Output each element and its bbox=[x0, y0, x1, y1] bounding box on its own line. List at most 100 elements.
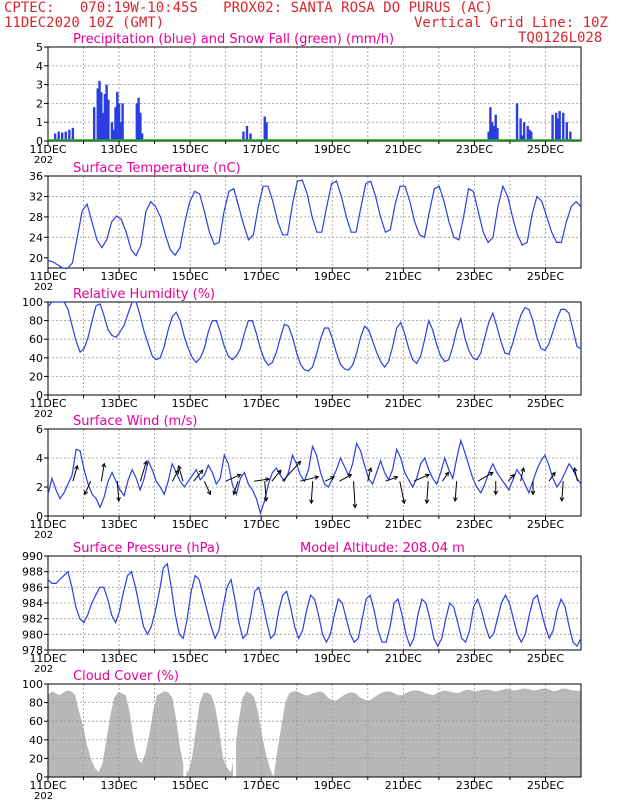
wind-vector bbox=[548, 472, 556, 482]
wind-vector-head bbox=[347, 474, 353, 479]
wind-vector-head bbox=[572, 466, 578, 472]
precip-bar bbox=[554, 112, 558, 141]
wind-vector-head bbox=[314, 475, 320, 480]
x-tick-label: 23DEC bbox=[456, 270, 493, 283]
wind-vector bbox=[254, 478, 270, 482]
wind-vector-head bbox=[116, 497, 121, 503]
model-altitude-label: Model Altitude: 208.04 m bbox=[300, 541, 465, 556]
wind-vector-head bbox=[206, 490, 212, 496]
precip-bar bbox=[112, 129, 115, 141]
y-tick-label: 100 bbox=[22, 296, 43, 309]
x-tick-label: 21DEC bbox=[385, 270, 422, 283]
wind-vector-head bbox=[530, 490, 536, 496]
x-tick-label: 19DEC bbox=[314, 270, 351, 283]
wind-vector bbox=[339, 474, 352, 482]
station-title: CPTEC: 070:19W-10:45S PROX02: SANTA ROSA… bbox=[4, 0, 493, 16]
wind-vector-head bbox=[493, 490, 499, 496]
x-tick-label: 23DEC bbox=[456, 397, 493, 410]
x-tick-label: 25DEC bbox=[527, 779, 564, 792]
x-tick-label: 19DEC bbox=[314, 779, 351, 792]
wind-vector bbox=[100, 463, 105, 482]
x-tick-label: 15DEC bbox=[172, 652, 209, 665]
wind-vector bbox=[282, 461, 301, 482]
precip-bar bbox=[137, 97, 140, 141]
wind-vector bbox=[171, 469, 179, 482]
precip-bar bbox=[565, 122, 568, 141]
y-tick-label: 984 bbox=[22, 597, 43, 610]
precip-bar bbox=[119, 122, 123, 141]
wind-vector bbox=[426, 481, 429, 504]
wind-vector bbox=[116, 481, 120, 502]
wind-vector bbox=[300, 476, 319, 482]
precip-bar bbox=[107, 99, 110, 141]
wind-vector bbox=[310, 481, 314, 504]
precip-bar bbox=[68, 129, 71, 141]
precip-bar bbox=[530, 131, 533, 141]
wind-vector bbox=[367, 467, 372, 482]
precip-bar bbox=[551, 114, 554, 141]
precip-bar bbox=[140, 133, 144, 141]
y-tick-label: 2 bbox=[36, 481, 43, 494]
x-tick-label: 17DEC bbox=[243, 652, 280, 665]
x-tick-label: 11DEC bbox=[29, 397, 66, 410]
year-label-fragment: 202 bbox=[34, 282, 53, 293]
wind-vector-head bbox=[296, 460, 302, 466]
wind-vector-head bbox=[424, 473, 430, 479]
panel-frame bbox=[47, 175, 582, 269]
x-tick-label: 21DEC bbox=[385, 779, 422, 792]
y-tick-label: 40 bbox=[29, 734, 43, 747]
x-tick-label: 17DEC bbox=[243, 779, 280, 792]
wind-vector bbox=[353, 481, 356, 508]
y-tick-label: 24 bbox=[29, 231, 43, 244]
wind-vector-head bbox=[559, 497, 565, 503]
y-tick-label: 32 bbox=[29, 190, 43, 203]
precip-bar bbox=[121, 103, 124, 141]
vertical-grid-note: Vertical Grid Line: 10Z bbox=[414, 15, 608, 31]
wind-vector-head bbox=[309, 499, 314, 505]
panel-title-rh: Relative Humidity (%) bbox=[73, 287, 215, 302]
precip-bar bbox=[96, 88, 99, 141]
x-tick-label: 25DEC bbox=[527, 270, 564, 283]
wind-vector-head bbox=[330, 476, 336, 481]
wind-vector-head bbox=[232, 490, 237, 496]
wind-vector bbox=[271, 469, 282, 482]
y-tick-label: 100 bbox=[22, 678, 43, 691]
x-tick-label: 19DEC bbox=[314, 397, 351, 410]
y-tick-label: 0 bbox=[36, 135, 43, 148]
x-tick-label: 23DEC bbox=[456, 518, 493, 531]
wind-vector-head bbox=[453, 497, 458, 503]
x-tick-label: 21DEC bbox=[385, 143, 422, 156]
y-tick-label: 36 bbox=[29, 170, 43, 183]
precip-bar bbox=[487, 131, 490, 141]
y-tick-label: 0 bbox=[36, 510, 43, 523]
y-tick-label: 988 bbox=[22, 566, 43, 579]
cloud-cover-area bbox=[48, 688, 581, 777]
y-tick-label: 20 bbox=[29, 370, 43, 383]
precip-bar bbox=[490, 122, 494, 141]
y-tick-label: 6 bbox=[36, 423, 43, 436]
y-tick-label: 4 bbox=[36, 60, 43, 73]
x-tick-label: 13DEC bbox=[101, 518, 138, 531]
wind-vector bbox=[385, 476, 398, 482]
series-line-pressure bbox=[47, 562, 582, 648]
x-tick-label: 13DEC bbox=[101, 143, 138, 156]
precip-bar bbox=[103, 94, 107, 141]
precip-bar bbox=[71, 127, 75, 141]
panel-wind bbox=[44, 428, 582, 520]
panel-pressure bbox=[44, 555, 582, 654]
wind-vector-head bbox=[177, 464, 182, 470]
x-tick-label: 13DEC bbox=[101, 270, 138, 283]
x-tick-label: 15DEC bbox=[172, 518, 209, 531]
year-label-fragment: 202 bbox=[34, 155, 53, 166]
panel-frame bbox=[47, 683, 582, 778]
precip-bar bbox=[556, 118, 560, 141]
x-tick-label: 17DEC bbox=[243, 397, 280, 410]
run-code: TQ0126L028 bbox=[518, 30, 603, 46]
precip-bar bbox=[522, 122, 526, 141]
panel-title-pressure: Surface Pressure (hPa) bbox=[73, 541, 220, 556]
panel-frame bbox=[47, 301, 582, 396]
year-label-fragment: 202 bbox=[34, 664, 53, 675]
precip-bar bbox=[101, 112, 105, 141]
wind-vector bbox=[84, 480, 92, 495]
